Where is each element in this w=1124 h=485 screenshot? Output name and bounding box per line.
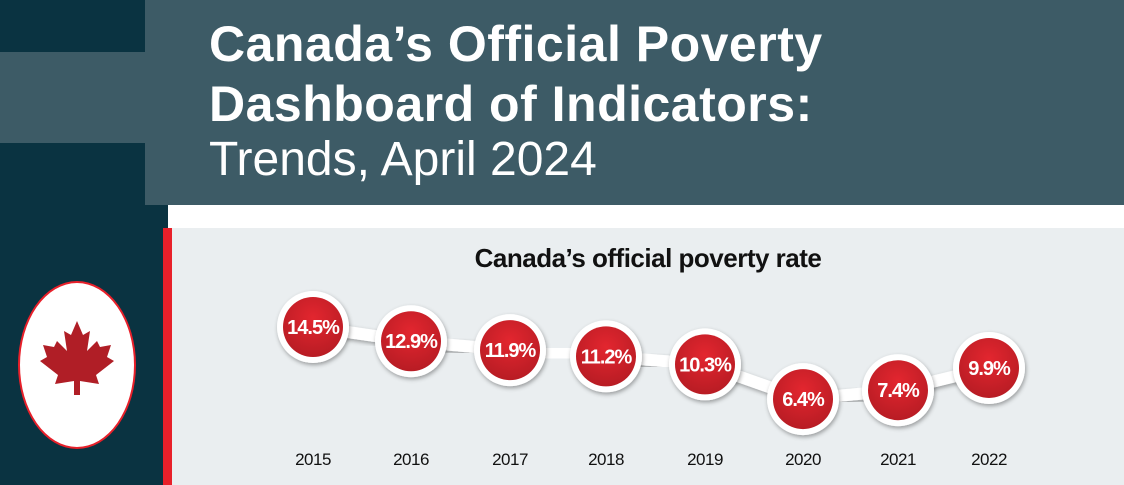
- point-marker: [675, 334, 735, 395]
- point-marker: [480, 320, 540, 381]
- data-label: 7.4%: [877, 380, 920, 402]
- data-point: 12.9%: [375, 305, 447, 378]
- maple-leaf-icon: [40, 321, 114, 395]
- canada-emblem: [18, 281, 136, 449]
- page-subtitle: Trends, April 2024: [209, 133, 597, 186]
- header-accent-strip: [0, 52, 145, 143]
- point-marker: [773, 369, 833, 430]
- x-tick-label: 2020: [785, 450, 821, 469]
- data-label: 11.2%: [581, 346, 633, 368]
- title-line-1: Canada’s Official Poverty: [209, 16, 823, 72]
- header-banner: Canada’s Official Poverty Dashboard of I…: [145, 0, 1124, 205]
- x-tick-label: 2019: [687, 450, 723, 469]
- data-point: 11.2%: [570, 320, 642, 393]
- point-marker: [283, 297, 343, 357]
- data-point: 7.4%: [862, 354, 934, 427]
- divider: [168, 205, 1124, 228]
- chart-title: Canada’s official poverty rate: [474, 243, 822, 273]
- data-label: 11.9%: [485, 340, 537, 362]
- data-point: 9.9%: [953, 331, 1025, 404]
- data-label: 9.9%: [968, 358, 1011, 380]
- x-tick-label: 2016: [393, 450, 429, 469]
- data-point: 14.5%: [277, 291, 349, 363]
- point-marker: [381, 311, 441, 372]
- data-label: 14.5%: [287, 317, 340, 339]
- data-point: 6.4%: [767, 363, 839, 436]
- x-tick-label: 2021: [880, 450, 916, 469]
- data-label: 12.9%: [385, 331, 438, 353]
- data-label: 6.4%: [782, 389, 825, 411]
- page-title: Canada’s Official Poverty Dashboard of I…: [209, 14, 823, 134]
- x-tick-label: 2017: [492, 450, 528, 469]
- title-line-2: Dashboard of Indicators:: [209, 76, 813, 132]
- accent-bar: [163, 228, 172, 485]
- data-point: 10.3%: [669, 328, 741, 401]
- x-tick-label: 2022: [971, 450, 1007, 469]
- x-tick-label: 2018: [588, 450, 624, 469]
- point-marker: [868, 360, 928, 421]
- data-label: 10.3%: [679, 354, 732, 376]
- point-marker: [959, 337, 1019, 398]
- data-point: 11.9%: [474, 314, 546, 387]
- x-tick-label: 2015: [295, 450, 331, 469]
- point-marker: [576, 326, 636, 387]
